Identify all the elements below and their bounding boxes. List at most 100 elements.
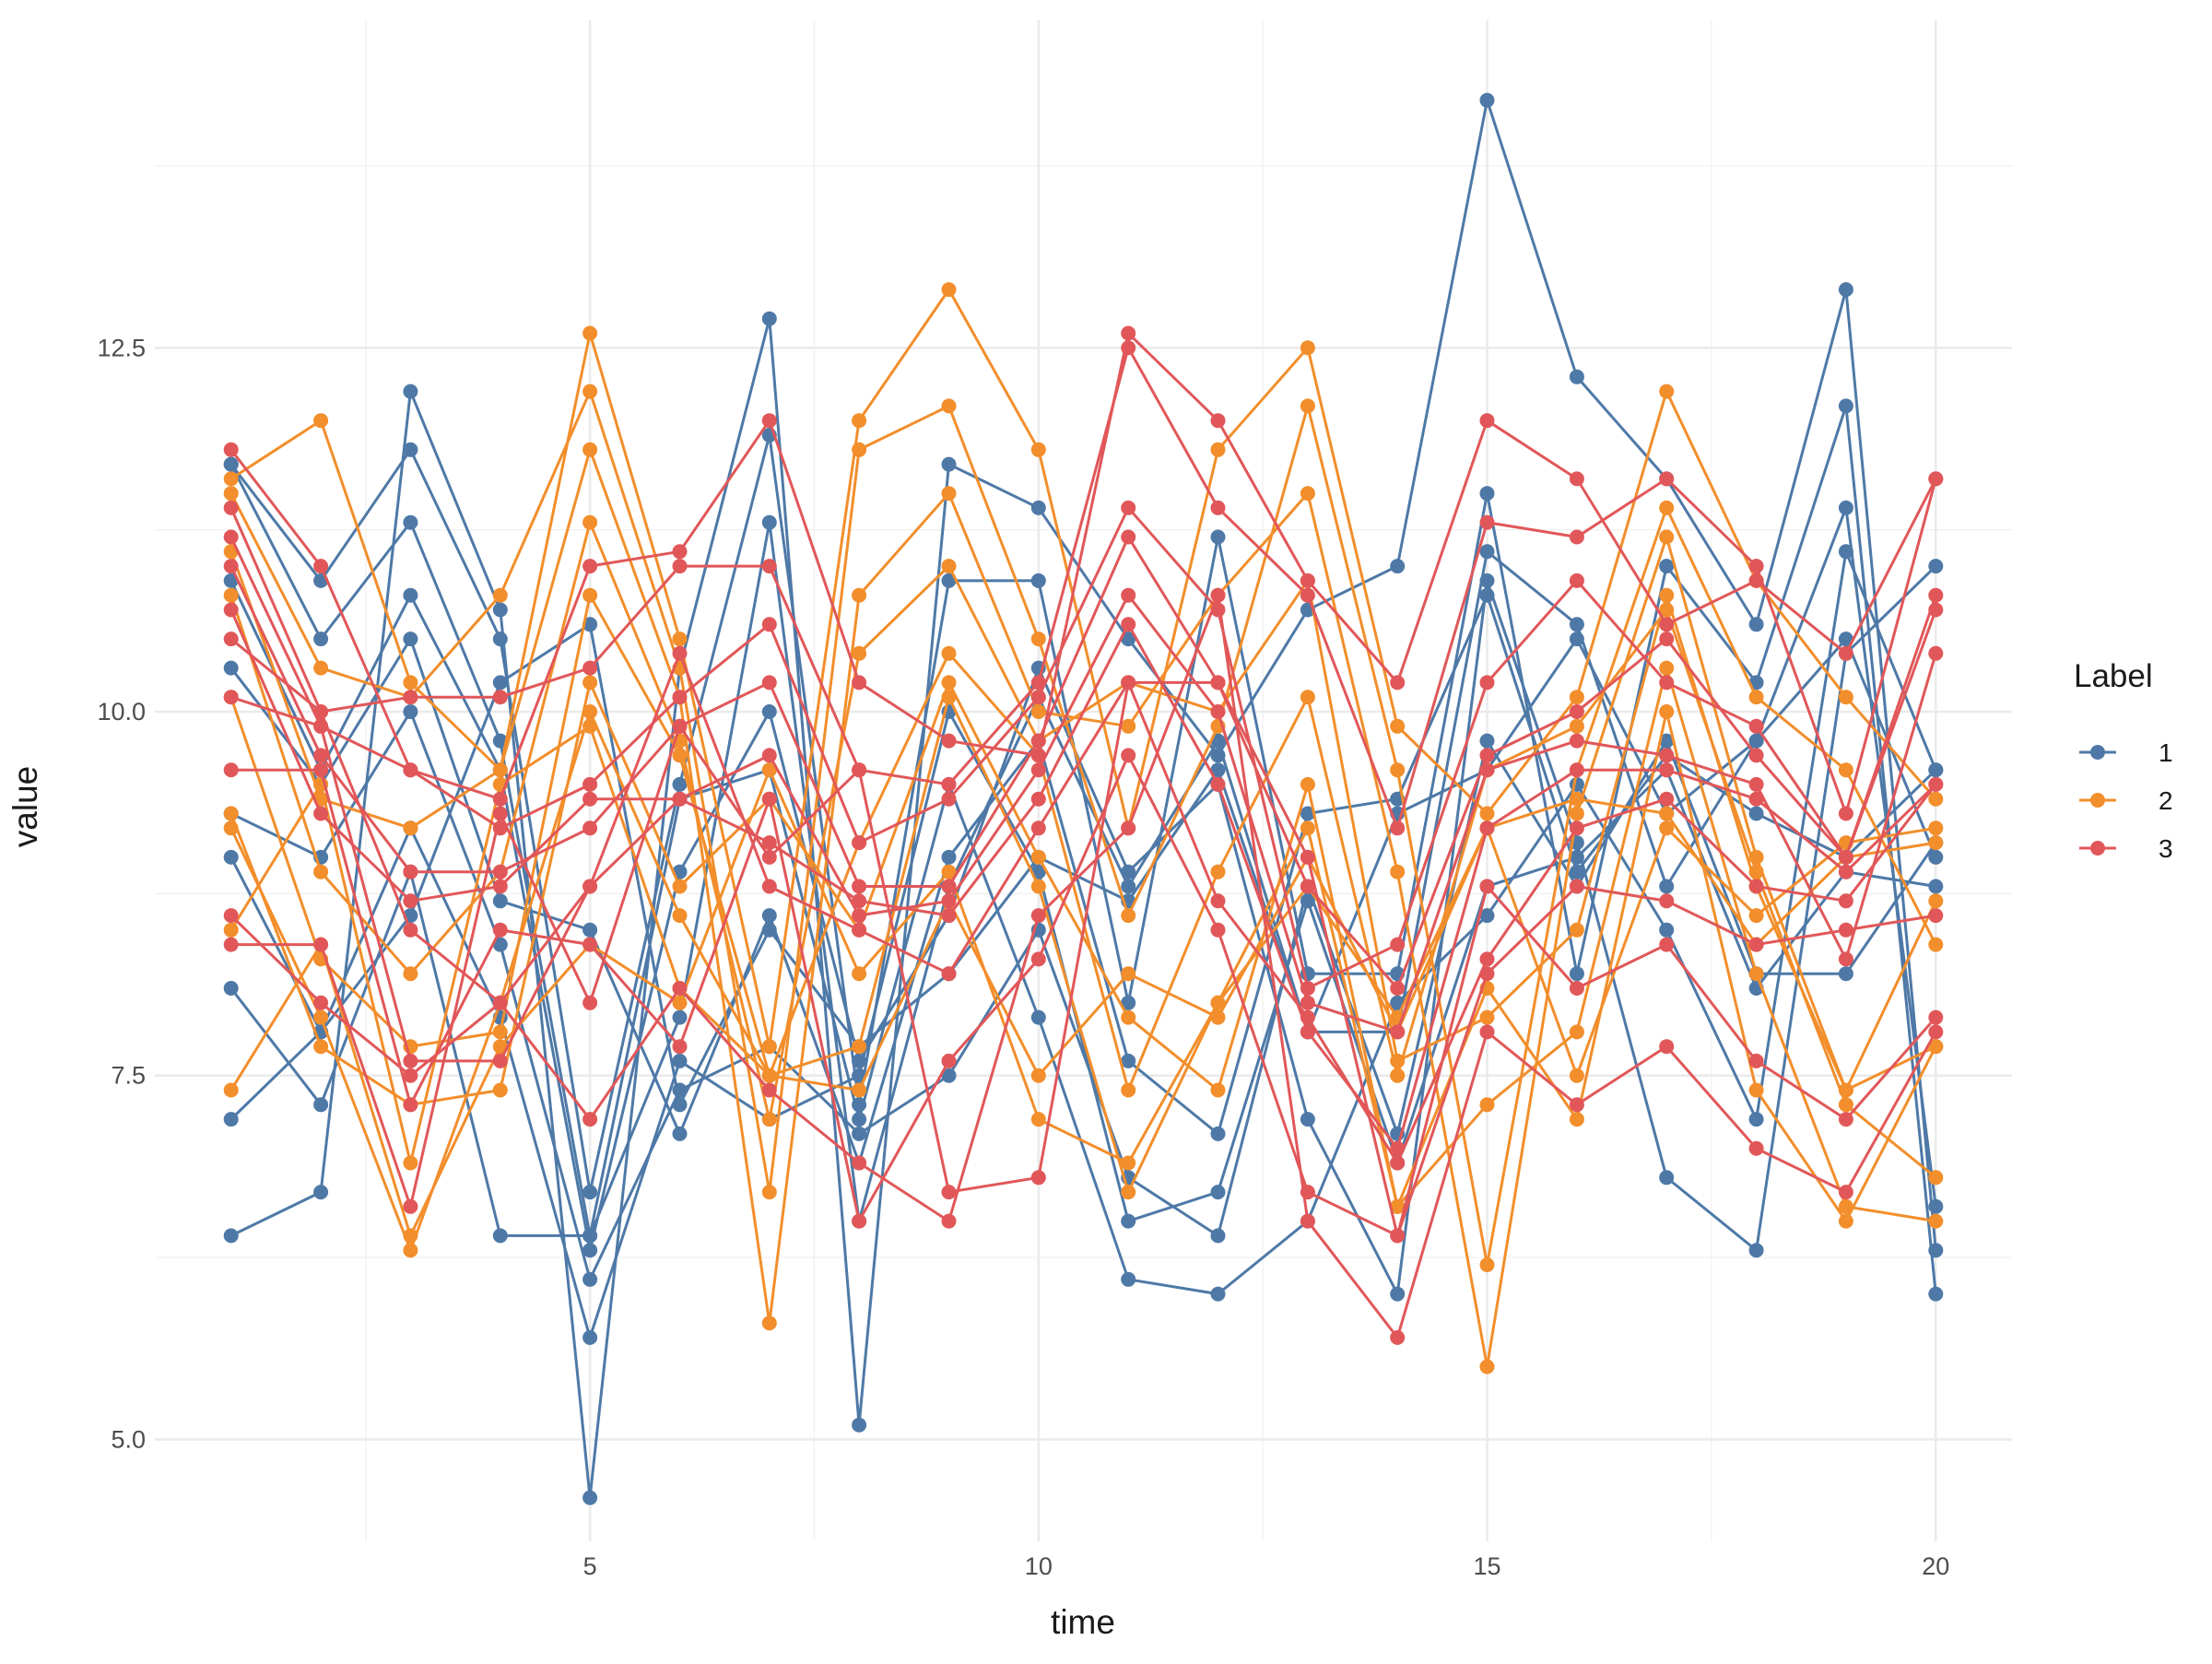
data-point	[761, 311, 777, 326]
data-point	[1121, 718, 1136, 734]
data-point	[582, 820, 598, 836]
data-point	[313, 631, 329, 647]
data-point	[1210, 776, 1226, 792]
data-point	[941, 776, 957, 792]
data-point	[1121, 631, 1136, 647]
data-point	[1121, 908, 1136, 924]
data-point	[1479, 908, 1495, 924]
data-point	[761, 908, 777, 924]
legend-label: 2	[2159, 786, 2173, 815]
data-point	[941, 864, 957, 879]
data-point	[761, 1316, 777, 1331]
data-point	[1838, 645, 1853, 661]
data-point	[492, 937, 508, 952]
data-point	[1300, 806, 1315, 821]
data-point	[1030, 690, 1046, 705]
data-point	[672, 1097, 688, 1113]
data-point	[582, 1112, 598, 1127]
data-point	[941, 282, 957, 298]
data-point	[1210, 762, 1226, 778]
data-point	[672, 631, 688, 647]
data-point	[223, 1082, 239, 1098]
data-point	[672, 690, 688, 705]
data-point	[1479, 675, 1495, 690]
data-point	[672, 1039, 688, 1055]
data-point	[941, 559, 957, 574]
legend-key-point	[2090, 841, 2105, 856]
data-point	[1838, 631, 1853, 647]
data-point	[1390, 1228, 1406, 1244]
data-point	[941, 908, 957, 924]
data-point	[1479, 1024, 1495, 1040]
data-point	[1838, 864, 1853, 879]
data-point	[1390, 762, 1406, 778]
data-point	[1748, 690, 1764, 705]
data-point	[1659, 1039, 1675, 1055]
x-tick-label: 5	[583, 1552, 597, 1580]
data-point	[1479, 92, 1495, 108]
data-point	[1928, 587, 1944, 603]
data-point	[1390, 981, 1406, 996]
data-point	[1390, 1286, 1406, 1302]
data-point	[941, 572, 957, 588]
data-point	[852, 908, 867, 924]
data-point	[582, 1243, 598, 1258]
data-point	[761, 1185, 777, 1200]
data-point	[223, 602, 239, 618]
data-point	[1030, 500, 1046, 515]
legend-item-2: 2	[2079, 786, 2173, 815]
data-point	[672, 791, 688, 807]
data-point	[223, 937, 239, 952]
data-point	[403, 631, 418, 647]
data-point	[1210, 500, 1226, 515]
data-point	[1928, 1213, 1944, 1229]
data-point	[1659, 617, 1675, 632]
data-point	[403, 1228, 418, 1244]
data-point	[313, 937, 329, 952]
legend-title: Label	[2074, 658, 2153, 694]
data-point	[1121, 864, 1136, 879]
data-point	[492, 587, 508, 603]
series-line	[229, 444, 1937, 1367]
data-point	[582, 325, 598, 341]
data-point	[1838, 951, 1853, 967]
data-point	[1928, 776, 1944, 792]
data-point	[1928, 762, 1944, 778]
data-point	[1479, 1359, 1495, 1375]
data-point	[582, 1185, 598, 1200]
data-point	[1390, 559, 1406, 574]
data-point	[1748, 908, 1764, 924]
data-point	[1479, 1257, 1495, 1272]
data-point	[492, 1039, 508, 1055]
data-point	[761, 704, 777, 719]
data-point	[492, 631, 508, 647]
data-point	[1838, 690, 1853, 705]
data-point	[223, 471, 239, 487]
data-point	[1928, 559, 1944, 574]
data-point	[1121, 820, 1136, 836]
data-point	[941, 879, 957, 894]
data-point	[1838, 893, 1853, 909]
data-point	[672, 995, 688, 1010]
data-point	[1479, 587, 1495, 603]
series-line	[229, 505, 1937, 991]
data-point	[403, 1243, 418, 1258]
data-point	[1928, 937, 1944, 952]
data-point	[1121, 500, 1136, 515]
data-point	[582, 922, 598, 938]
data-point	[1300, 398, 1315, 414]
data-point	[1928, 1009, 1944, 1025]
data-point	[672, 908, 688, 924]
data-point	[582, 514, 598, 530]
data-point	[403, 384, 418, 399]
data-point	[1210, 442, 1226, 457]
data-point	[761, 835, 777, 851]
data-point	[1748, 937, 1764, 952]
data-point	[941, 791, 957, 807]
data-point	[1928, 1170, 1944, 1186]
data-point	[223, 849, 239, 865]
data-point	[1030, 631, 1046, 647]
data-point	[1030, 748, 1046, 763]
data-point	[582, 442, 598, 457]
data-point	[1569, 966, 1584, 982]
